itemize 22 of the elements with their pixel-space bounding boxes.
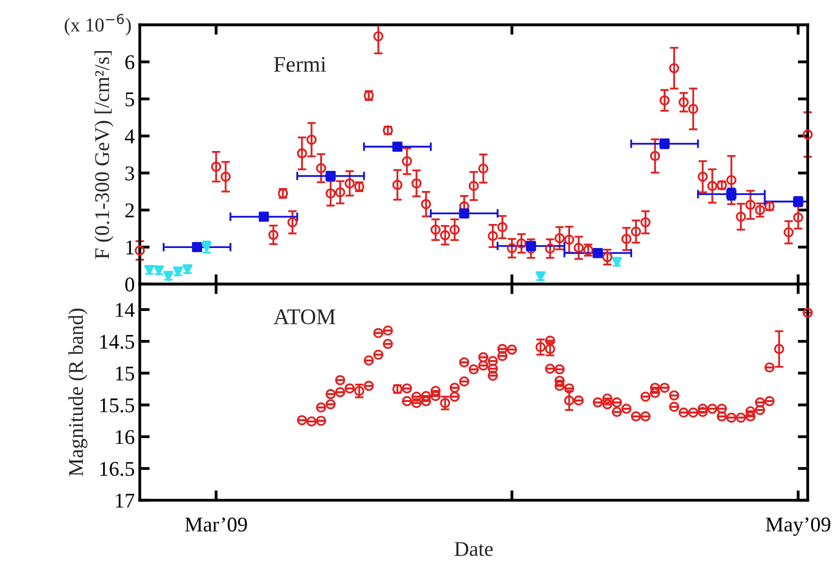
y-tick-label: 14 [116,303,135,317]
y-axis-title: F (0.1-300 GeV) [/cm²/s] [94,51,114,259]
y-tick-label: 15.5 [100,398,134,412]
text: (x 10$^{−6}$) [64,14,131,36]
y-axis-title: Magnitude (R band) [68,308,88,476]
y-tick-label: 3 [125,166,134,180]
y-tick-label: 5 [126,92,134,106]
x-axis-title: Date [454,542,493,556]
x-tick-label: May’09 [766,517,830,536]
x-tick-label: Mar’09 [185,518,247,532]
annotation: ATOM [274,309,336,324]
y-tick-label: 1 [126,240,134,254]
y-tick-label: 6 [125,55,134,70]
y-tick-label: 16.5 [100,462,134,476]
y-tick-label: 4 [124,129,135,144]
y-tick-label: 0 [125,278,134,292]
y-tick-label: 2 [125,203,134,218]
y-tick-label: 16 [116,430,134,444]
y-tick-label: 17 [116,494,134,508]
y-tick-label: 15 [116,366,134,381]
y-tick-label: 14.5 [100,334,134,349]
annotation: Fermi [274,56,326,72]
